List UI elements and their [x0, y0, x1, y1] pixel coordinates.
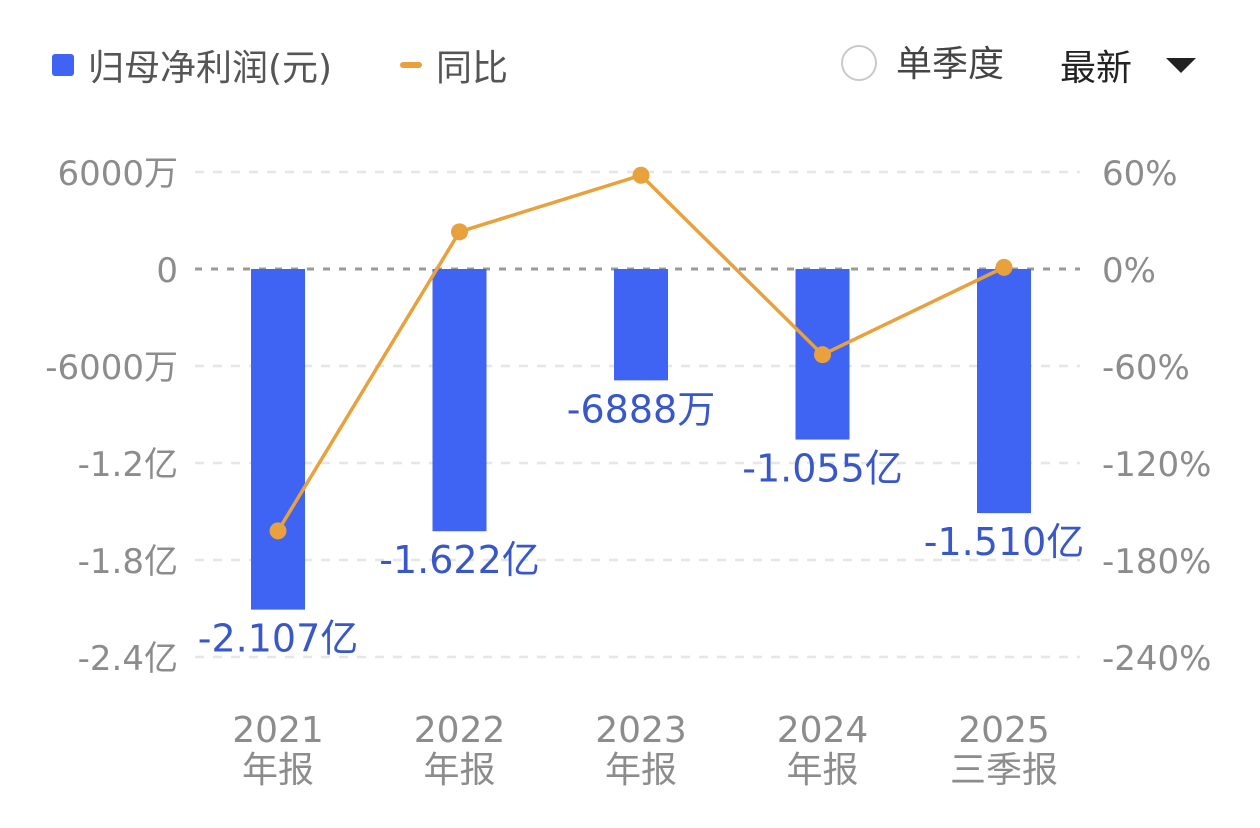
bar — [251, 269, 305, 610]
bar-data-label: -6888万 — [567, 387, 715, 431]
y-right-tick-label: -240% — [1102, 639, 1211, 679]
data-labels: -2.107亿 -1.622亿 -6888万 -1.055亿 -1.510亿 — [198, 387, 1085, 660]
bar-data-label: -1.510亿 — [924, 520, 1085, 564]
x-tick-label-period: 年报 — [423, 750, 495, 791]
legend-line[interactable]: 同比 — [400, 40, 508, 90]
x-tick-label-year: 2021 — [232, 710, 324, 751]
y-left-tick-label: 6000万 — [57, 154, 178, 194]
triangle-down-icon — [1166, 57, 1197, 73]
yoy-point — [814, 346, 831, 364]
bar — [977, 269, 1031, 514]
legend-line-label: 同比 — [436, 48, 509, 89]
x-tick-label-year: 2022 — [414, 710, 506, 751]
sort-dropdown-label: 最新 — [1060, 48, 1133, 89]
y-left-tick-label: -1.8亿 — [78, 542, 178, 582]
x-tick-label-period: 年报 — [786, 750, 858, 791]
bar-data-label: -1.055亿 — [742, 447, 903, 491]
y-right-tick-label: -180% — [1102, 542, 1211, 582]
x-tick-label-year: 2024 — [777, 710, 869, 751]
bar-data-label: -1.622亿 — [379, 538, 540, 582]
single-quarter-radio[interactable] — [841, 45, 877, 81]
bar — [432, 269, 487, 532]
x-tick-label-year: 2023 — [595, 710, 687, 751]
y-left-tick-label: -2.4亿 — [78, 639, 178, 679]
legend-bar-swatch — [52, 54, 74, 76]
sort-dropdown[interactable]: 最新 — [1060, 40, 1197, 90]
y-right-tick-label: -120% — [1102, 445, 1211, 485]
yoy-point — [995, 258, 1013, 276]
axes: 6000万 0 -6000万 -1.2亿 -1.8亿 -2.4亿 60% 0% -60% -120… — [45, 154, 1211, 791]
y-right-tick-label: 60% — [1102, 154, 1178, 194]
x-tick-label-period: 三季报 — [950, 750, 1058, 791]
yoy-point — [451, 223, 468, 241]
x-tick-label-period: 年报 — [605, 750, 677, 791]
yoy-line — [269, 166, 1013, 540]
single-quarter-label[interactable]: 单季度 — [896, 44, 1005, 85]
y-right-tick-label: -60% — [1102, 348, 1190, 388]
yoy-point — [269, 522, 287, 540]
bars — [251, 269, 1031, 610]
chart-toolbar: 归母净利润(元) 同比 单季度 最新 — [0, 0, 1260, 120]
x-tick-label-year: 2025 — [958, 710, 1050, 751]
bar — [614, 269, 668, 381]
y-left-tick-label: -1.2亿 — [78, 445, 178, 485]
x-tick-label-period: 年报 — [242, 750, 314, 791]
y-left-tick-label: 0 — [156, 251, 178, 291]
grid-lines — [195, 170, 1080, 659]
bar-data-label: -2.107亿 — [198, 617, 359, 661]
yoy-point — [632, 166, 650, 184]
legend-line-swatch — [400, 62, 422, 68]
y-right-tick-label: 0% — [1102, 251, 1156, 291]
legend-bar-label: 归母净利润(元) — [88, 48, 333, 89]
legend-bar[interactable]: 归母净利润(元) — [52, 40, 332, 90]
y-left-tick-label: -6000万 — [45, 348, 178, 388]
